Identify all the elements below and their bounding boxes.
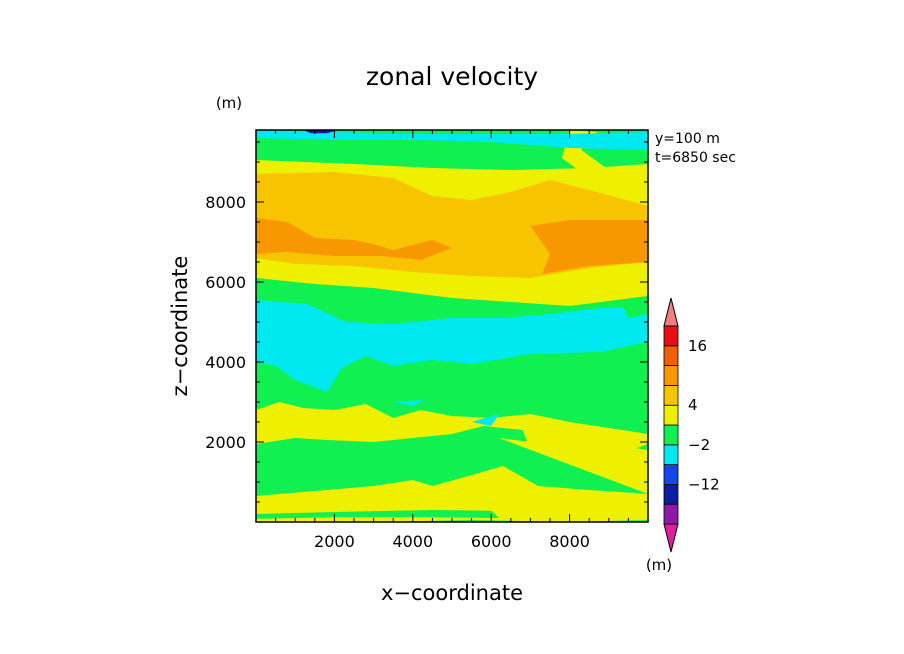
x-tick-label: 2000 — [314, 532, 355, 551]
colorbar-label: 16 — [688, 337, 707, 355]
colorbar-cap-top — [663, 297, 679, 327]
info-line-y: y=100 m — [655, 131, 720, 147]
colorbar-swatch — [663, 365, 679, 386]
contour-region-cyan-7 — [256, 130, 648, 150]
y-tick-label: 4000 — [205, 353, 246, 372]
colorbar-swatch — [663, 444, 679, 465]
y-unit-label: (m) — [216, 94, 242, 112]
colorbar-swatch — [663, 325, 679, 347]
colorbar-swatch — [663, 345, 679, 366]
colorbar-swatch — [663, 483, 679, 505]
contour-region-orange-3 — [256, 218, 452, 260]
colorbar-label: −2 — [688, 436, 710, 454]
colorbar-swatch — [663, 503, 679, 525]
colorbar-swatch — [663, 384, 679, 406]
contour-region-cyan-6 — [256, 300, 648, 392]
colorbar-cap-bottom — [663, 523, 679, 553]
colorbar-label: −12 — [688, 475, 720, 493]
colorbar-unit-label: (m) — [646, 556, 672, 574]
y-tick-label: 8000 — [205, 193, 246, 212]
colorbar: 16 4 −2 −12 — [663, 297, 720, 553]
contour-region-cyan-13 — [393, 400, 425, 406]
contour-region-green-12 — [256, 510, 499, 519]
x-tick-label: 6000 — [471, 532, 512, 551]
chart-title: zonal velocity — [366, 62, 538, 91]
contour-region-green-8 — [620, 298, 648, 318]
colorbar-swatch — [663, 464, 679, 485]
x-tick-label: 8000 — [549, 532, 590, 551]
contour-region-yellow-10 — [256, 438, 648, 522]
contour-region-navy-15 — [303, 130, 339, 134]
contour-region-orange-4 — [530, 220, 648, 274]
colorbar-label: 4 — [688, 396, 698, 414]
heatmap-field — [256, 130, 648, 522]
contour-region-cyan-14 — [471, 414, 499, 426]
x-tick-label: 4000 — [392, 532, 433, 551]
x-axis-label: x−coordinate — [381, 581, 523, 605]
contour-region-yellow-9 — [256, 402, 648, 458]
axis-ticks: 2000 4000 6000 8000 2000 4000 6000 8000 — [205, 130, 648, 551]
y-axis-label: z−coordinate — [168, 256, 192, 397]
colorbar-swatch — [663, 424, 679, 446]
colorbar-swatch — [663, 404, 679, 426]
y-tick-label: 6000 — [205, 273, 246, 292]
y-tick-label: 2000 — [205, 433, 246, 452]
info-line-t: t=6850 sec — [655, 150, 736, 166]
